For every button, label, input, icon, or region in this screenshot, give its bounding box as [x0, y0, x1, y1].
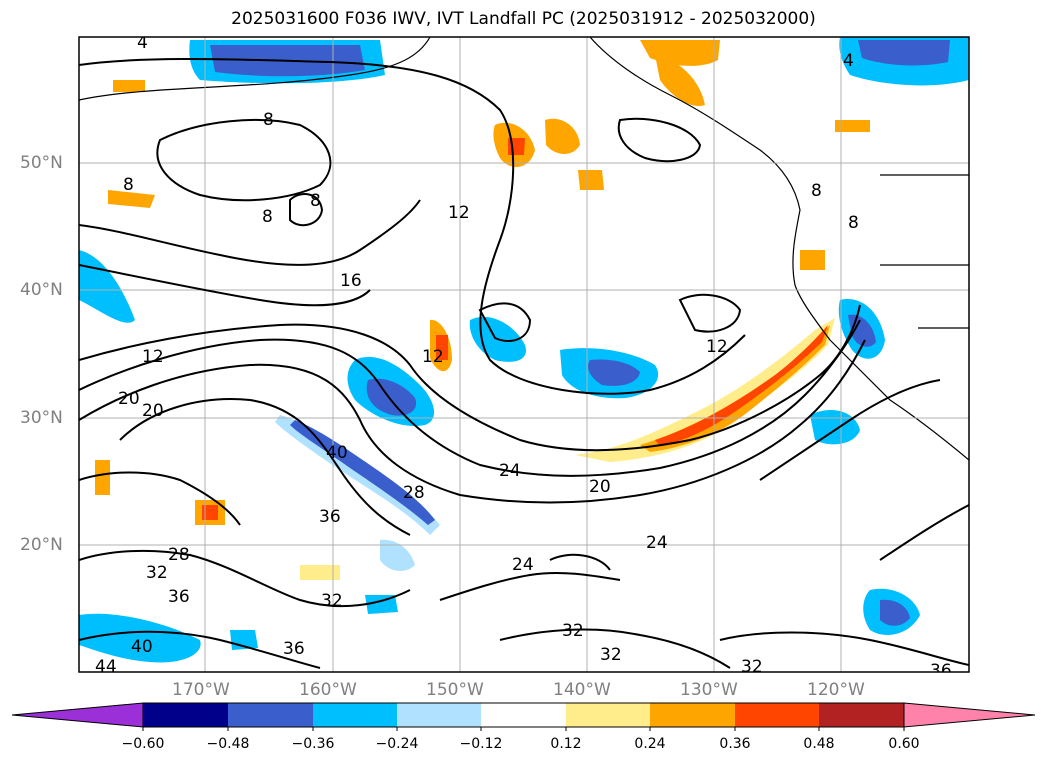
contour-label: 20 [142, 401, 164, 421]
contour-label: 8 [262, 207, 273, 227]
colorbar-tick-label: 0.36 [719, 736, 751, 752]
contour-label: 24 [646, 533, 668, 553]
contour-label: 12 [422, 347, 444, 367]
colorbar-tick-label: 0.24 [634, 736, 666, 752]
contour-label: 12 [142, 347, 164, 367]
lon-label-150w: 150°W [426, 680, 484, 700]
contour-label: 24 [512, 555, 534, 575]
colorbar-tick-label: −0.60 [121, 736, 165, 752]
lat-label-30n: 30°N [20, 408, 63, 428]
colorbar-segment [650, 703, 735, 727]
contour-label: 44 [95, 657, 117, 677]
colorbar-segment [735, 703, 819, 727]
contour-label: 20 [589, 477, 611, 497]
colorbar-tick-label: −0.48 [206, 736, 250, 752]
lat-label-40n: 40°N [20, 280, 63, 300]
contour-label: 36 [319, 507, 341, 527]
colorbar-tick-label: −0.12 [459, 736, 503, 752]
colorbar-segment [313, 703, 397, 727]
contour-label: 16 [340, 271, 362, 291]
contour-label: 12 [448, 203, 470, 223]
contour-label: 40 [131, 637, 153, 657]
coastlines [79, 37, 969, 461]
colorbar-low-arrow [11, 702, 144, 728]
colorbar-segment [143, 703, 228, 727]
contour-label: 32 [562, 621, 584, 641]
colorbar-tick-label: 0.60 [888, 736, 920, 752]
colorbar-segment [397, 703, 481, 727]
colorbar-segment [566, 703, 650, 727]
lon-label-170w: 170°W [172, 680, 230, 700]
contour-label: 32 [600, 645, 622, 665]
contour-label: 8 [263, 110, 274, 130]
contour-label: 32 [146, 563, 168, 583]
contour-label: 28 [403, 483, 425, 503]
contour-label: 36 [283, 639, 305, 659]
contour-labels: 4 4 8 8 8 8 8 8 12 12 12 12 16 20 20 20 … [95, 33, 952, 681]
ivt-shading [79, 37, 969, 663]
contour-label: 8 [811, 181, 822, 201]
contour-label: 8 [310, 191, 321, 211]
contour-label: 32 [741, 657, 763, 677]
lat-label-50n: 50°N [20, 153, 63, 173]
map-frame [78, 36, 970, 673]
lon-label-160w: 160°W [299, 680, 357, 700]
contour-label: 36 [168, 587, 190, 607]
lon-label-140w: 140°W [553, 680, 611, 700]
colorbar-segment [481, 703, 566, 727]
contour-label: 8 [123, 175, 134, 195]
contour-label: 20 [118, 389, 140, 409]
contour-label: 4 [843, 51, 854, 71]
lon-label-120w: 120°W [807, 680, 865, 700]
contour-label: 36 [930, 661, 952, 681]
colorbar-tick-label: 0.12 [550, 736, 582, 752]
colorbar-segment [228, 703, 313, 727]
colorbar-high-arrow [903, 702, 1036, 728]
colorbar [11, 702, 1036, 731]
lon-label-130w: 130°W [680, 680, 738, 700]
lat-lon-grid [79, 37, 969, 672]
contour-label: 8 [848, 213, 859, 233]
colorbar-tick-label: 0.48 [803, 736, 835, 752]
colorbar-segment [819, 703, 904, 727]
map-title: 2025031600 F036 IWV, IVT Landfall PC (20… [231, 9, 816, 29]
colorbar-tick-label: −0.24 [375, 736, 419, 752]
lat-label-20n: 20°N [20, 535, 63, 555]
iwv-contours [79, 57, 969, 669]
contour-label: 28 [168, 545, 190, 565]
contour-label: 32 [321, 591, 343, 611]
colorbar-tick-label: −0.36 [291, 736, 335, 752]
contour-label: 4 [137, 33, 148, 53]
contour-label: 40 [326, 443, 348, 463]
contour-label: 12 [706, 337, 728, 357]
contour-label: 24 [499, 461, 521, 481]
